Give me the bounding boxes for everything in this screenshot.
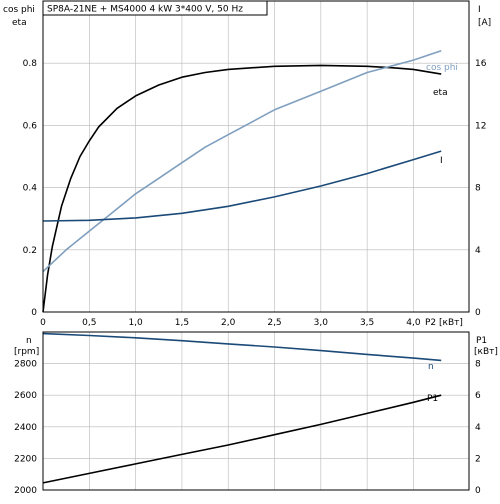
bottom-left-tick-label: 2000 xyxy=(14,486,37,496)
top-right-ylabel-unit: [A] xyxy=(478,18,491,28)
x-tick-label: 2,5 xyxy=(267,318,281,328)
x-axis-label: P2 [кВт] xyxy=(425,318,463,328)
series-line-n xyxy=(42,332,442,362)
series-line-P1 xyxy=(42,394,442,484)
bottom-right-ylabel-unit: [кВт] xyxy=(474,347,498,357)
bottom-left-tick-label: 2400 xyxy=(14,423,37,433)
bottom-left-tick-label: 2800 xyxy=(14,360,37,370)
top-left-tick-label: 0.8 xyxy=(23,59,38,69)
x-tick-label: 0,5 xyxy=(82,318,96,328)
top-left-tick-label: 0.4 xyxy=(23,184,38,194)
top-left-ylabel-eta: eta xyxy=(12,18,27,28)
tick-labels: 0 0,5 1,0 1,5 2,0 2,5 3,0 3,5 4,0 0 0.2 0.4 0.6 0.8 0 4… xyxy=(14,59,487,496)
top-grid xyxy=(42,1,469,312)
x-tick-label: 2,0 xyxy=(221,318,236,328)
bottom-right-tick-label: 2 xyxy=(475,454,481,464)
top-right-tick-label: 8 xyxy=(475,184,481,194)
bottom-right-tick-label: 6 xyxy=(475,391,481,401)
bottom-right-ylabel-p1: P1 xyxy=(476,336,487,346)
top-left-tick-label: 0.2 xyxy=(23,246,37,256)
bottom-right-tick-label: 4 xyxy=(475,423,481,433)
x-tick-label: 0 xyxy=(40,318,46,328)
x-tick-label: 3,0 xyxy=(314,318,329,328)
series-line-I xyxy=(42,150,442,222)
series-label-cosphi: cos phi xyxy=(426,63,458,73)
x-tick-label: 1,5 xyxy=(175,318,189,328)
bottom-right-tick-label: 0 xyxy=(475,486,481,496)
series-label-i: I xyxy=(440,156,443,166)
x-tick-label: 1,0 xyxy=(128,318,143,328)
series-label-eta: eta xyxy=(433,88,448,98)
bottom-series xyxy=(42,332,442,484)
x-tick-label: 3,5 xyxy=(360,318,374,328)
top-left-tick-label: 0 xyxy=(31,308,37,318)
chart-title: SP8A-21NE + MS4000 4 kW 3*400 V, 50 Hz xyxy=(47,5,243,15)
x-tick-label: 4,0 xyxy=(406,318,421,328)
top-right-tick-label: 4 xyxy=(475,246,481,256)
bottom-plot-frame xyxy=(42,331,470,491)
top-right-tick-label: 12 xyxy=(475,121,486,131)
bottom-left-ylabel-n: n xyxy=(26,336,32,346)
top-left-tick-label: 0.6 xyxy=(23,121,38,131)
bottom-left-tick-label: 2200 xyxy=(14,454,37,464)
bottom-right-tick-label: 8 xyxy=(475,360,481,370)
top-right-ylabel-i: I xyxy=(478,5,481,15)
series-label-p1: P1 xyxy=(427,394,438,404)
top-left-ylabel-cosphi: cos phi xyxy=(3,5,35,15)
series-line-eta xyxy=(42,64,442,313)
top-right-tick-label: 16 xyxy=(475,59,487,69)
bottom-left-ylabel-unit: [rpm] xyxy=(14,347,39,357)
series-label-n: n xyxy=(428,362,434,372)
title-box xyxy=(42,0,268,16)
top-series xyxy=(42,50,442,313)
bottom-left-tick-label: 2600 xyxy=(14,391,37,401)
series-line-cos-phi xyxy=(42,50,442,273)
top-right-tick-label: 0 xyxy=(475,308,481,318)
